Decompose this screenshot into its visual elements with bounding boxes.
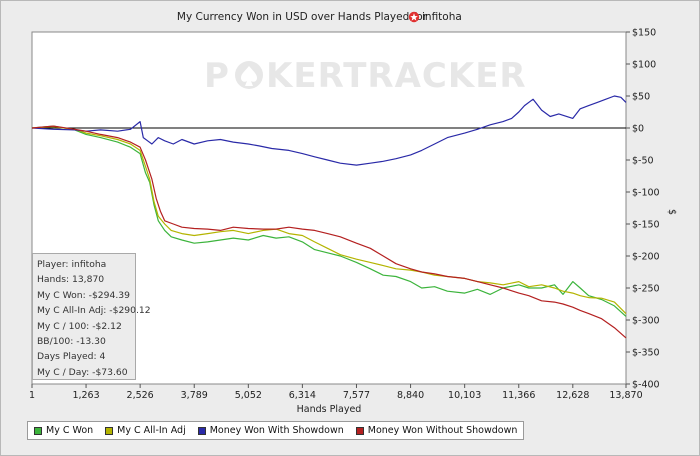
legend-label: Money Won Without Showdown [367,425,518,436]
y-ticks: $150 $100 $50 $0 $-50 $-100 $-150 $-200 $-250 $-3… [626,28,660,391]
stat-line: My C / Day: -$73.60 [37,366,128,378]
legend-item: Money Won Without Showdown [355,425,518,436]
x-tick-label: 10,103 [448,390,481,401]
legend-item: Money Won With Showdown [197,425,344,436]
stat-line: Days Played: 4 [37,351,106,363]
stat-line: BB/100: -13.30 [37,336,106,348]
legend-swatch [105,426,114,435]
x-tick-label: 2,526 [127,390,154,401]
chart-title: My Currency Won in USD over Hands Played… [177,11,428,23]
legend-item: My C All-In Adj [105,425,186,436]
y-tick-label: $-300 [632,316,660,327]
y-tick-label: $-350 [632,348,660,359]
player-stats-box: Player: infitoha Hands: 13,870 My C Won: -… [32,253,151,380]
x-tick-label: 11,366 [502,390,535,401]
y-tick-label: $-150 [632,220,660,231]
y-tick-label: $50 [632,92,650,103]
chart-title-prefix: My Currency Won in USD over Hands Played… [177,11,428,23]
y-tick-label: $0 [632,124,644,135]
legend-label: My C All-In Adj [117,425,186,436]
x-tick-label: 1,263 [72,390,99,401]
x-ticks: 1 1,263 2,526 3,789 5,052 6,314 7,577 8,840 10,1… [29,384,643,401]
y-tick-label: $-200 [632,252,660,263]
series-line-money-won-without-showdown [31,125,627,339]
series-layer [31,95,627,339]
chart-title-player: infitoha [422,11,462,23]
legend-item: My C Won [34,425,93,436]
stat-line: My C All-In Adj: -$290.12 [37,305,151,317]
legend-swatch [34,426,42,435]
watermark-spade-icon [235,61,263,89]
x-tick-label: 12,628 [556,390,589,401]
y-tick-label: $100 [632,60,656,71]
stat-line: Hands: 13,870 [37,274,105,286]
pokerstars-logo-icon [408,11,420,23]
x-tick-label: 6,314 [289,390,316,401]
y-tick-label: $-250 [632,284,660,295]
legend-label: Money Won With Showdown [209,425,344,436]
x-tick-label: 13,870 [609,390,642,401]
y-tick-label: $150 [632,28,656,39]
legend-label: My C Won [46,425,94,436]
y-tick-label: $-50 [632,156,654,167]
legend-swatch [197,426,206,435]
x-tick-label: 8,840 [397,390,424,401]
series-line-money-won-with-showdown [31,95,627,166]
legend: My C Won My C All-In Adj Money Won With Sh… [27,421,525,440]
series-line-my-c-won [31,125,627,317]
watermark: P KERTRACKER [204,56,527,96]
watermark-left: P [204,56,229,96]
stat-line: My C Won: -$294.39 [37,289,130,301]
x-axis-label: Hands Played [297,404,362,415]
legend-swatch [355,426,364,435]
x-tick-label: 5,052 [235,390,262,401]
y-tick-label: $-100 [632,188,660,199]
series-line-my-c-all-in-adj [31,126,627,315]
x-tick-label: 7,577 [343,390,370,401]
stat-line: Player: infitoha [37,259,107,270]
stat-line: My C / 100: -$2.12 [37,320,122,332]
x-tick-label: 1 [29,390,35,401]
y-axis-label: $ [666,209,677,215]
watermark-right: KERTRACKER [266,56,527,96]
x-tick-label: 3,789 [181,390,208,401]
y-tick-label: $-400 [632,380,660,391]
